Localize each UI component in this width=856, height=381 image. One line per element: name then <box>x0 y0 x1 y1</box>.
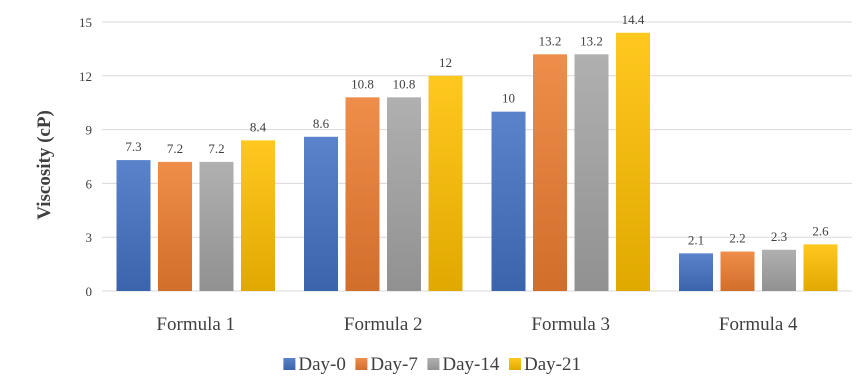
y-axis-title: Viscosity (cP) <box>34 110 55 220</box>
data-label: 10.8 <box>351 76 374 91</box>
data-labels: 7.3 7.2 7.2 8.4 8.6 10.8 10.8 12 10 13.2 13.2 14.4 2… <box>125 12 829 248</box>
bar-day-7-formula-4 <box>720 251 755 291</box>
legend-swatch <box>509 358 521 370</box>
legend-label: Day-0 <box>298 354 345 375</box>
x-axis-categories: Formula 1 Formula 2 Formula 3 Formula 4 <box>156 314 798 335</box>
y-tick-label: 0 <box>86 284 93 299</box>
data-label: 7.3 <box>125 139 141 154</box>
y-tick-label: 9 <box>86 123 93 138</box>
bar-day-21-formula-1 <box>241 140 275 291</box>
data-label: 7.2 <box>208 141 224 156</box>
data-label: 8.6 <box>313 116 330 131</box>
data-label: 7.2 <box>167 141 183 156</box>
category-label: Formula 4 <box>719 314 798 335</box>
data-label: 13.2 <box>539 33 562 48</box>
bar-day-0-formula-2 <box>304 136 338 291</box>
bar-day-14-formula-3 <box>574 54 609 291</box>
data-label: 8.4 <box>250 119 267 134</box>
data-label: 12 <box>439 55 452 70</box>
y-tick-label: 6 <box>86 176 93 191</box>
y-tick-label: 15 <box>79 15 92 30</box>
category-label: Formula 3 <box>531 314 610 335</box>
legend-swatch <box>283 358 296 370</box>
legend-item-day-21: Day-21 <box>509 354 581 375</box>
bar-day-14-formula-4 <box>762 249 796 291</box>
legend-swatch <box>427 358 440 370</box>
legend-item-day-7: Day-7 <box>355 354 418 375</box>
bar-day-0-formula-4 <box>679 253 713 291</box>
y-tick-label: 12 <box>79 69 92 84</box>
data-label: 2.3 <box>771 229 787 244</box>
category-label: Formula 1 <box>156 314 235 335</box>
legend-label: Day-21 <box>524 354 581 375</box>
data-label: 2.1 <box>688 232 704 247</box>
bar-day-14-formula-1 <box>199 161 234 291</box>
legend-item-day-14: Day-14 <box>427 354 500 375</box>
data-label: 10 <box>502 91 515 106</box>
legend-swatch <box>355 358 368 370</box>
bars <box>116 32 838 292</box>
category-label: Formula 2 <box>344 314 423 335</box>
bar-day-21-formula-3 <box>616 32 650 291</box>
legend-label: Day-14 <box>442 354 499 375</box>
bar-day-7-formula-2 <box>345 97 380 291</box>
legend-item-day-0: Day-0 <box>283 354 346 375</box>
data-label: 2.6 <box>812 223 829 238</box>
bar-day-14-formula-2 <box>387 97 421 291</box>
bar-day-21-formula-2 <box>428 75 463 291</box>
y-tick-label: 3 <box>86 230 93 245</box>
bar-day-21-formula-4 <box>803 244 838 291</box>
legend: Day-0 Day-7 Day-14 Day-21 <box>283 354 581 375</box>
y-axis-ticks: 0 3 6 9 12 15 <box>79 15 93 299</box>
bar-day-7-formula-3 <box>533 54 567 291</box>
data-label: 10.8 <box>393 76 416 91</box>
bar-day-7-formula-1 <box>158 161 192 291</box>
bar-day-0-formula-3 <box>491 111 526 292</box>
data-label: 2.2 <box>729 231 745 246</box>
data-label: 13.2 <box>580 33 603 48</box>
data-label: 14.4 <box>622 12 645 27</box>
bar-day-0-formula-1 <box>116 160 151 291</box>
legend-label: Day-7 <box>370 354 417 375</box>
